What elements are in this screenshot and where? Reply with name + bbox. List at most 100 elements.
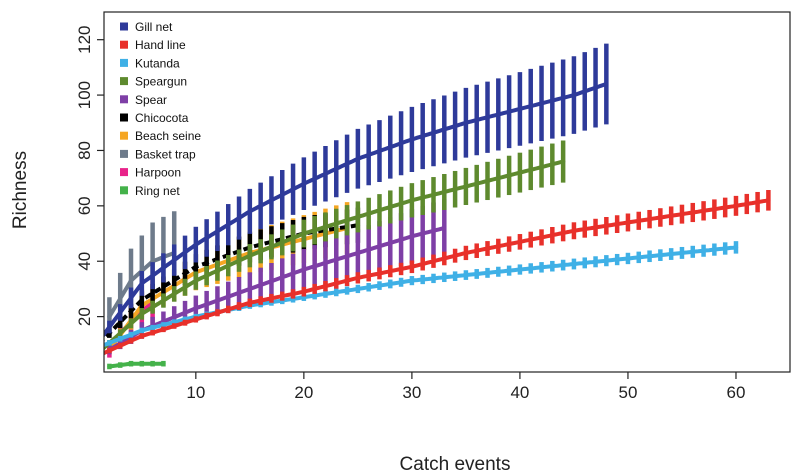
data-point-gill-net	[409, 137, 415, 142]
x-tick-label: 40	[510, 383, 529, 402]
data-point-speargun	[301, 231, 307, 236]
data-point-gill-net	[247, 209, 253, 214]
series-line-hand-line	[104, 198, 769, 356]
data-point-hand-line	[409, 264, 415, 269]
data-point-gill-net	[301, 181, 307, 186]
data-point-gill-net	[463, 120, 469, 125]
data-point-ring-net	[161, 361, 166, 366]
data-point-speargun	[517, 170, 523, 175]
series-kutanda	[104, 241, 739, 348]
series-line-spear	[108, 226, 445, 352]
data-point-speargun	[193, 278, 199, 283]
y-axis-title: Richness	[10, 151, 31, 229]
data-point-spear	[409, 234, 415, 239]
data-point-hand-line	[517, 239, 523, 245]
legend-label-hand-line: Hand line	[135, 38, 186, 52]
data-point-chicocota	[96, 342, 100, 346]
legend-label-gill-net: Gill net	[135, 20, 173, 34]
data-point-spear	[193, 306, 199, 311]
legend-swatch-kutanda	[120, 58, 128, 67]
data-point-basket-trap	[107, 314, 112, 319]
plot-area	[96, 43, 771, 370]
data-point-hand-line	[193, 317, 199, 322]
data-point-gill-net	[355, 156, 361, 161]
data-point-hand-line	[355, 275, 361, 281]
x-tick-label: 10	[186, 383, 205, 402]
y-tick-label: 120	[75, 26, 94, 54]
series-line-ring-net	[109, 361, 164, 369]
data-point-kutanda	[571, 261, 577, 267]
data-point-gill-net	[96, 339, 100, 343]
data-point-chicocota	[139, 297, 145, 303]
data-point-ring-net	[128, 361, 134, 366]
y-tick-label: 20	[75, 307, 94, 326]
data-point-speargun	[355, 214, 361, 220]
data-point-speargun	[463, 184, 469, 189]
data-point-kutanda	[355, 286, 361, 292]
data-point-hand-line	[301, 289, 307, 294]
legend-label-ring-net: Ring net	[135, 184, 180, 198]
data-point-spear	[247, 286, 253, 292]
data-point-hand-line	[139, 333, 145, 339]
data-point-kutanda	[733, 245, 739, 250]
legend-label-speargun: Speargun	[135, 75, 187, 89]
legend-swatch-harpoon	[120, 168, 128, 177]
data-point-kutanda	[463, 272, 469, 278]
y-tick-label: 40	[75, 252, 94, 271]
data-point-kutanda	[139, 328, 145, 333]
data-point-speargun	[560, 159, 566, 164]
y-tick-label: 100	[75, 81, 94, 109]
data-point-ring-net	[107, 364, 112, 369]
data-point-hand-line	[625, 220, 631, 225]
x-tick-label: 60	[727, 383, 746, 402]
legend-label-beach-seine: Beach seine	[135, 129, 201, 143]
x-tick-label: 20	[294, 383, 313, 402]
legend-label-harpoon: Harpoon	[135, 166, 181, 180]
data-point-hand-line	[247, 300, 253, 305]
legend-swatch-ring-net	[120, 186, 128, 195]
legend-swatch-spear	[120, 95, 128, 104]
series-hand-line	[96, 190, 771, 357]
data-point-hand-line	[766, 198, 771, 203]
data-point-kutanda	[679, 250, 685, 256]
series-ring-net	[107, 360, 166, 370]
plot-frame	[103, 11, 791, 373]
legend-swatch-beach-seine	[120, 131, 128, 140]
legend-swatch-basket-trap	[120, 149, 128, 158]
data-point-gill-net	[604, 81, 609, 87]
axes: 10 20 30 40 50 60 20 40 60 80 100 120	[75, 11, 791, 402]
data-point-hand-line	[463, 250, 469, 256]
legend-swatch-chicocota	[120, 113, 128, 122]
x-axis-title: Catch events	[400, 454, 511, 475]
legend-label-basket-trap: Basket trap	[135, 147, 196, 161]
data-point-speargun	[139, 311, 145, 317]
x-tick-label: 30	[402, 383, 421, 402]
data-point-chicocota	[193, 264, 199, 269]
x-tick-label: 50	[618, 383, 637, 402]
data-point-speargun	[247, 253, 253, 258]
data-point-hand-line	[679, 211, 685, 217]
data-point-kutanda	[625, 256, 631, 261]
data-point-hand-line	[571, 228, 577, 233]
legend-swatch-hand-line	[120, 40, 128, 49]
data-point-gill-net	[139, 281, 145, 286]
legend: Gill net Hand line Kutanda Speargun Spear Chi…	[120, 20, 201, 198]
legend-label-kutanda: Kutanda	[135, 56, 180, 70]
data-point-spear	[301, 267, 307, 272]
data-point-kutanda	[517, 267, 523, 272]
series-gill-net	[96, 43, 609, 343]
data-point-spear	[442, 225, 447, 231]
data-point-basket-trap	[128, 278, 134, 283]
data-point-hand-line	[96, 353, 100, 357]
data-point-gill-net	[193, 242, 199, 247]
data-point-gill-net	[571, 92, 577, 98]
legend-label-chicocota: Chicocota	[135, 111, 189, 125]
legend-swatch-speargun	[120, 77, 128, 86]
data-point-hand-line	[733, 203, 739, 209]
y-tick-label: 80	[75, 141, 94, 160]
legend-label-spear: Spear	[135, 93, 167, 107]
series-line-speargun	[104, 159, 564, 351]
data-point-gill-net	[517, 106, 523, 112]
data-point-speargun	[409, 198, 415, 203]
